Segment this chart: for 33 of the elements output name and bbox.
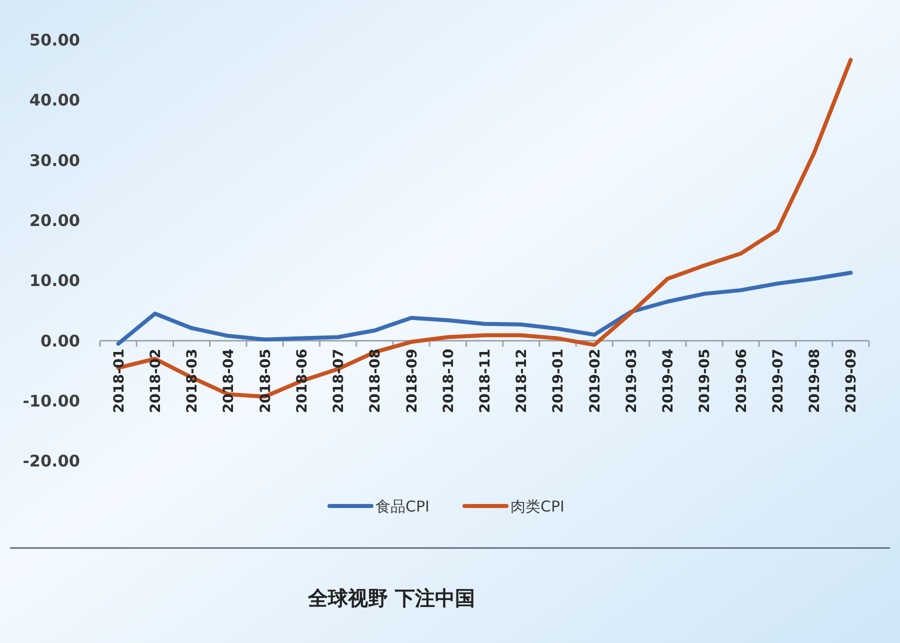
- x-tick-label: 2019-05: [697, 348, 714, 413]
- x-tick-label: 2018-01: [111, 348, 128, 413]
- x-tick-label: 2018-07: [331, 348, 348, 413]
- legend-label: 食品CPI: [376, 497, 430, 516]
- x-tick-label: 2018-06: [294, 348, 310, 413]
- x-tick-label: 2018-09: [404, 348, 420, 413]
- x-tick-label: 2018-02: [148, 348, 164, 413]
- x-tick-label: 2018-11: [478, 348, 494, 413]
- y-tick-label: 20.00: [29, 211, 80, 230]
- x-tick-label: 2018-08: [368, 348, 384, 413]
- line-series: [116, 270, 853, 346]
- x-tick-label: 2019-07: [770, 348, 786, 413]
- x-tick-label: 2018-03: [184, 348, 201, 413]
- y-tick-label: -10.00: [22, 391, 80, 410]
- x-tick-label: 2019-09: [844, 348, 860, 413]
- x-tick-label: 2019-03: [624, 348, 640, 413]
- text: 全球视野 下注中国: [307, 586, 475, 610]
- x-tick-label: 2018-04: [221, 348, 238, 413]
- x-tick-label: 2018-10: [440, 348, 457, 413]
- x-tick-label: 2019-06: [734, 348, 750, 413]
- x-tick-label: 2018-12: [514, 348, 530, 413]
- y-tick-label: -20.00: [22, 452, 80, 471]
- y-tick-label: 50.00: [29, 30, 80, 50]
- y-tick-label: 40.00: [29, 90, 80, 110]
- y-tick-label: 10.00: [29, 271, 80, 290]
- x-tick-label: 2019-04: [660, 348, 677, 413]
- x-tick-label: 2019-02: [587, 348, 604, 413]
- y-tick-label: 0.00: [40, 331, 80, 350]
- y-tick-label: 30.00: [29, 150, 80, 170]
- legend-label: 肉类CPI: [510, 497, 564, 516]
- x-tick-label: 2018-05: [258, 348, 274, 413]
- x-tick-label: 2019-01: [550, 348, 567, 413]
- x-tick-label: 2019-08: [807, 348, 824, 413]
